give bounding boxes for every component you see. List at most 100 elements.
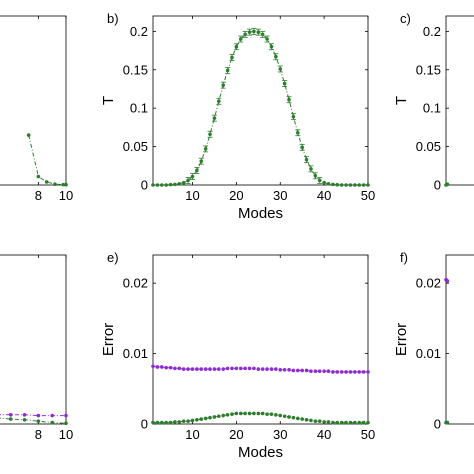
data-point-e-1 [238,411,243,416]
y-tick-label-f: 0.02 [416,276,441,291]
data-point-e-0 [331,370,335,374]
y-tick-label-e: 0 [141,417,148,432]
axes-box-a [0,15,67,186]
data-point-e-0 [173,366,177,371]
x-axis-label-e: Modes [238,444,283,461]
data-point-b-0 [361,183,366,187]
data-point-e-1 [269,412,274,416]
data-point-e-0 [282,367,287,372]
y-axis-label-b: T [100,96,117,105]
data-point-e-0 [269,367,274,371]
data-point-e-0 [339,370,344,374]
data-point-b-0 [190,174,195,179]
y-axis-label-e: Error [100,323,117,356]
data-point-b-0 [234,44,239,49]
data-point-b-0 [177,182,182,186]
data-point-e-1 [230,412,234,416]
data-point-b-0 [225,68,230,73]
axes-box-e [152,254,369,425]
series-line-b-0 [153,30,368,186]
data-point-b-0 [357,183,362,187]
x-tick-label-b: 20 [229,188,243,203]
y-tick-label-b: 0.1 [130,101,148,116]
x-tick-label-e: 30 [273,427,287,442]
panel-label-f: f) [400,250,408,265]
data-point-e-1 [164,420,168,425]
data-point-e-1 [335,420,340,425]
panel-label-b: b) [107,11,119,26]
y-tick-label-b: 0.15 [123,62,148,77]
data-point-e-1 [300,417,304,421]
data-point-b-0 [331,182,335,187]
data-point-b-0 [212,116,217,120]
axes-box-d [0,254,67,425]
data-point-e-0 [159,365,164,369]
data-point-a-0 [44,180,49,184]
y-tick-label-e: 0.02 [123,276,148,291]
data-point-e-0 [348,370,353,374]
data-point-b-0 [217,99,221,104]
data-point-e-0 [344,370,348,374]
data-point-e-0 [217,367,221,371]
data-point-e-0 [151,364,155,369]
series-line-d-0 [0,414,66,417]
data-point-b-0 [353,183,357,187]
data-point-e-0 [326,369,331,373]
data-point-b-0 [155,183,160,187]
x-tick-label-e: 10 [185,427,199,442]
data-point-e-1 [348,420,353,425]
x-tick-label-b: 30 [273,188,287,203]
data-point-e-0 [190,367,195,371]
data-point-e-0 [252,366,256,371]
data-point-b-0 [168,182,173,187]
data-point-a-0 [64,182,68,187]
data-point-e-0 [221,367,226,371]
data-point-e-1 [190,418,195,423]
data-point-e-0 [274,367,278,371]
data-point-e-0 [203,367,208,371]
y-axis-label-f: Error [393,323,410,356]
y-tick-label-c: 0.05 [416,139,441,154]
data-point-e-1 [243,411,247,416]
x-tick-label-a: 8 [35,188,42,203]
data-point-b-0 [269,44,274,49]
data-point-b-0 [313,173,318,178]
data-point-e-0 [278,367,283,372]
y-tick-label-b: 0 [141,178,148,193]
data-point-e-1 [353,420,357,425]
data-point-b-0 [186,178,190,183]
data-point-e-0 [243,366,247,371]
data-point-e-1 [287,415,291,419]
data-point-e-1 [195,417,199,422]
data-point-d-1 [64,421,68,426]
data-point-b-0 [256,30,261,34]
data-point-e-0 [230,366,234,371]
data-point-e-0 [313,369,318,373]
data-point-e-0 [260,367,265,371]
x-tick-label-e: 50 [361,427,375,442]
data-point-b-0 [252,29,256,34]
data-point-d-1 [8,417,13,421]
data-point-d-0 [50,413,54,418]
data-point-e-0 [234,366,239,371]
data-point-e-0 [335,370,340,374]
data-point-e-1 [331,420,335,425]
data-point-e-1 [151,420,155,425]
data-point-e-0 [295,368,300,373]
data-point-e-1 [361,420,366,425]
data-point-e-1 [317,419,322,423]
x-tick-label-d: 8 [35,427,42,442]
x-tick-label-b: 50 [361,188,375,203]
data-point-e-1 [199,417,204,421]
data-point-b-0 [173,182,177,187]
data-point-e-0 [304,368,309,373]
data-point-e-0 [247,366,252,371]
x-tick-label-d: 10 [59,427,73,442]
x-tick-label-b: 10 [185,188,199,203]
data-point-e-1 [203,416,208,421]
data-point-b-0 [309,167,313,171]
data-point-b-0 [335,182,340,187]
data-point-e-0 [300,368,304,373]
data-point-e-1 [217,414,221,419]
data-point-e-1 [256,411,261,416]
